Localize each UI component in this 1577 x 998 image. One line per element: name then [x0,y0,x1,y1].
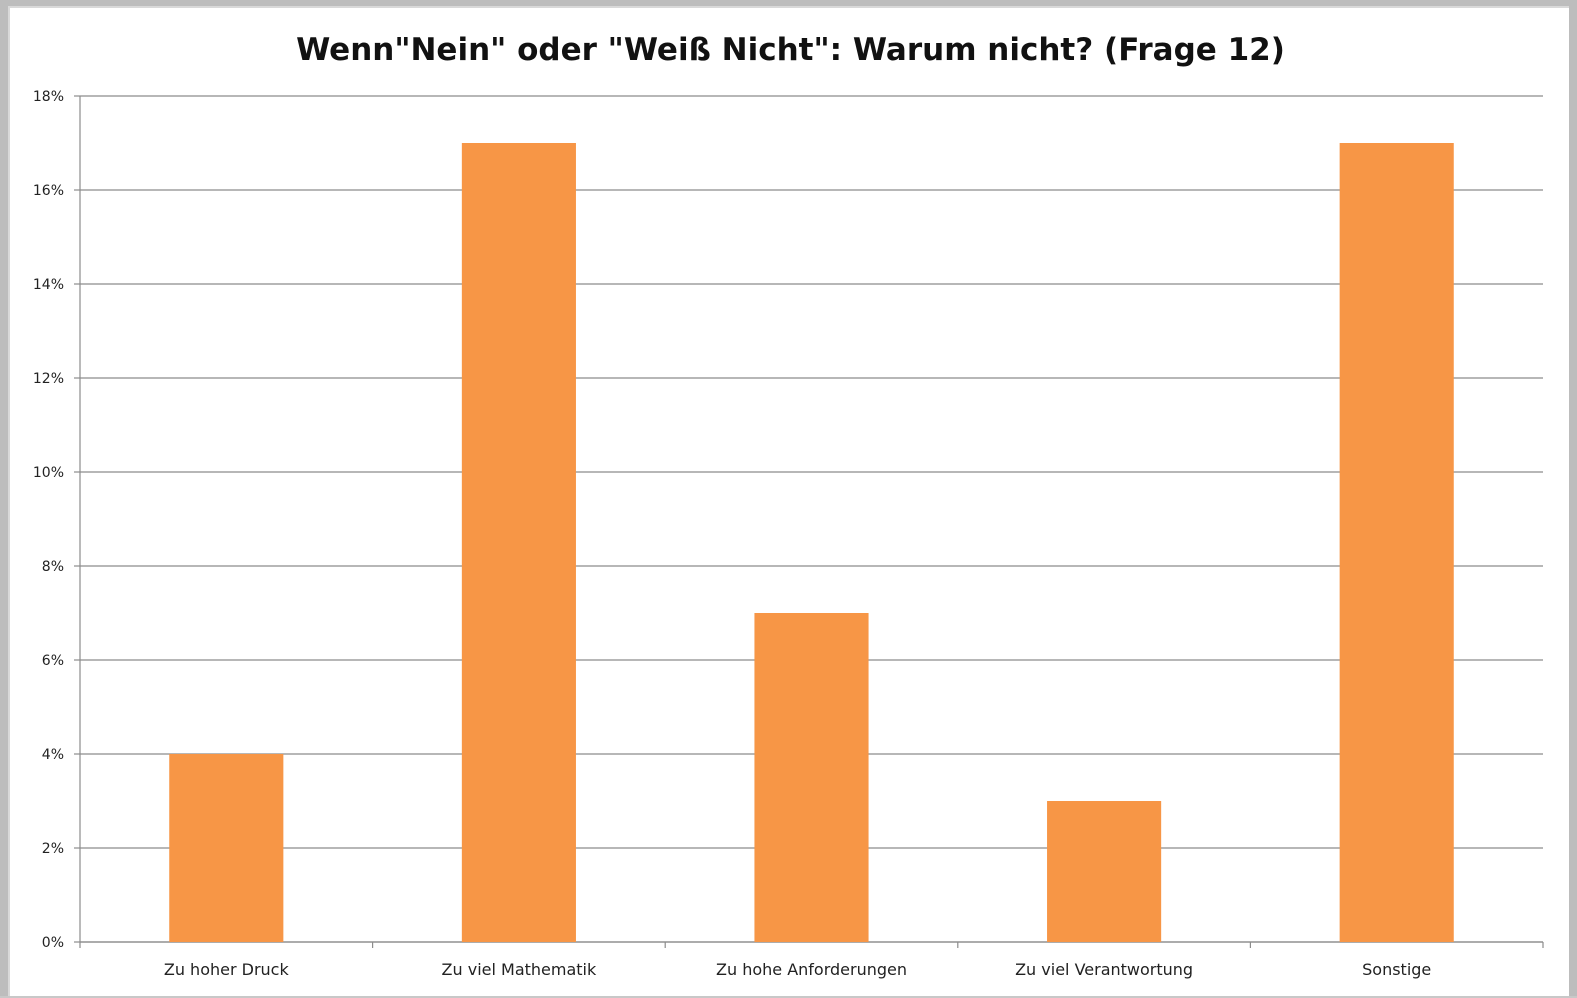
y-tick-label: 0% [42,935,64,951]
bar-chart: 0% 2% 4% 6% 8% 10% 12% 14% 16% 18% Zu hoher Druck Z… [33,89,1544,979]
y-tick-label: 12% [33,371,64,387]
bar [169,754,284,942]
y-tick-label: 6% [42,653,64,669]
chart-area: Wenn"Nein" oder "Weiß Nicht": Warum nich… [8,6,1569,996]
x-category-label: Sonstige [1362,960,1431,979]
y-tick-label: 10% [33,465,64,481]
bar [461,143,576,942]
bar [1339,143,1454,942]
bar [1047,801,1162,942]
y-tick-label: 14% [33,277,64,293]
y-tick-label: 2% [42,841,64,857]
chart-title: Wenn"Nein" oder "Weiß Nicht": Warum nich… [296,32,1285,68]
y-tick-label: 4% [42,747,64,763]
y-tick-label: 8% [42,559,64,575]
x-category-label: Zu hohe Anforderungen [716,960,907,979]
x-category-label: Zu hoher Druck [164,960,290,979]
y-tick-label: 18% [33,89,64,105]
x-category-label: Zu viel Mathematik [442,960,597,979]
x-category-label: Zu viel Verantwortung [1015,960,1193,979]
bar [754,613,869,942]
y-tick-label: 16% [33,183,64,199]
